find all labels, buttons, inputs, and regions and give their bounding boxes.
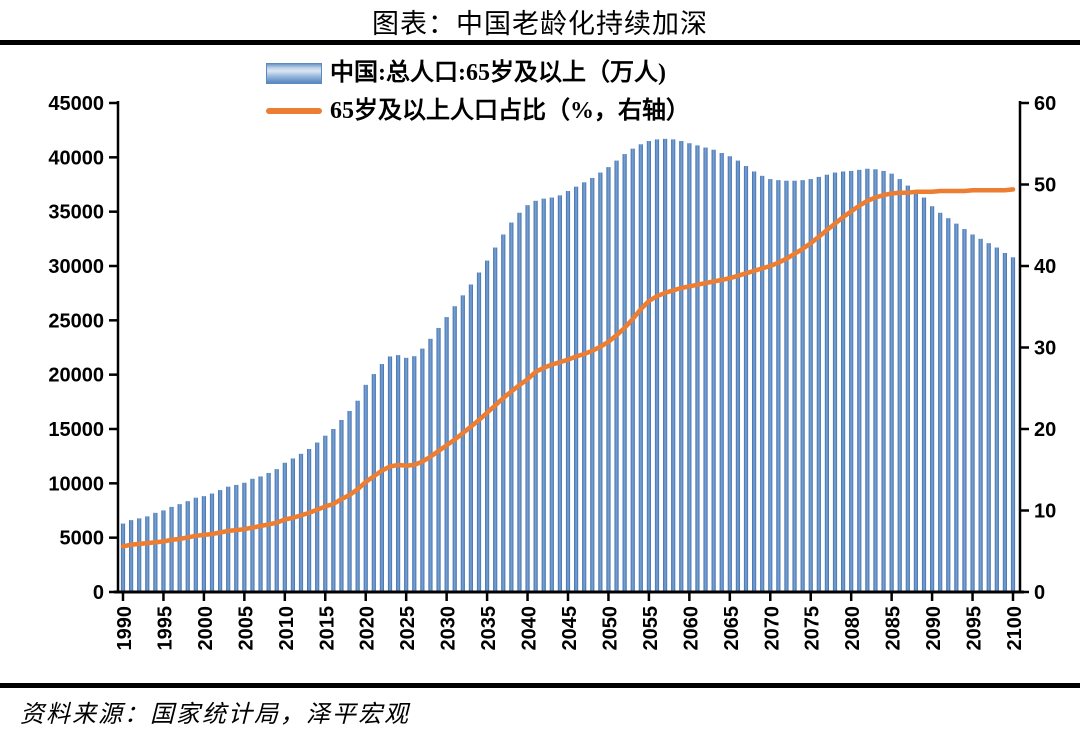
- svg-text:15000: 15000: [48, 419, 104, 441]
- svg-text:2040: 2040: [519, 606, 541, 651]
- svg-text:5000: 5000: [60, 528, 105, 550]
- svg-text:2080: 2080: [842, 606, 864, 651]
- svg-text:1990: 1990: [114, 606, 136, 651]
- svg-text:2090: 2090: [923, 606, 945, 651]
- svg-text:50: 50: [1034, 175, 1056, 197]
- bottom-rule: [0, 683, 1080, 688]
- x-axis-labels: 1990 1995 2000 2005 2010 2015 2020 2025 2030 2035…: [114, 606, 1026, 651]
- svg-text:2045: 2045: [559, 606, 581, 651]
- top-rule: [0, 40, 1080, 45]
- svg-text:2020: 2020: [357, 606, 379, 651]
- svg-text:10: 10: [1034, 501, 1056, 523]
- svg-text:30: 30: [1034, 338, 1056, 360]
- svg-text:60: 60: [1034, 93, 1056, 115]
- svg-text:45000: 45000: [48, 93, 104, 115]
- legend-label-line: 65岁及以上人口占比（%，右轴）: [330, 98, 690, 124]
- svg-text:2000: 2000: [195, 606, 217, 651]
- svg-text:1995: 1995: [154, 606, 176, 651]
- bar-series: [120, 138, 1016, 593]
- axes: [109, 101, 1029, 601]
- line-series: [120, 187, 1016, 549]
- svg-text:25000: 25000: [48, 310, 104, 332]
- svg-text:2025: 2025: [397, 606, 419, 651]
- svg-text:2070: 2070: [761, 606, 783, 651]
- svg-text:2010: 2010: [276, 606, 298, 651]
- right-axis-labels: 0 10 20 30 40 50 60: [1034, 93, 1056, 604]
- svg-text:2035: 2035: [478, 606, 500, 651]
- svg-text:20000: 20000: [48, 365, 104, 387]
- legend: 中国:总人口:65岁及以上（万人) 65岁及以上人口占比（%，右轴）: [266, 54, 690, 130]
- legend-label-bars: 中国:总人口:65岁及以上（万人): [330, 60, 666, 86]
- svg-text:10000: 10000: [48, 473, 104, 495]
- legend-line-swatch-icon: [266, 108, 322, 114]
- svg-text:30000: 30000: [48, 256, 104, 278]
- svg-text:2055: 2055: [640, 606, 662, 651]
- svg-text:40: 40: [1034, 256, 1056, 278]
- source-note: 资料来源：国家统计局，泽平宏观: [20, 702, 410, 728]
- legend-item-line: 65岁及以上人口占比（%，右轴）: [266, 92, 690, 130]
- svg-text:35000: 35000: [48, 202, 104, 224]
- legend-item-bars: 中国:总人口:65岁及以上（万人): [266, 54, 690, 92]
- left-axis-labels: 0 5000 10000 15000 20000 25000 30000 35000 40000…: [48, 93, 104, 604]
- chart-canvas: 0500010000150002000025000300003500040000…: [48, 93, 1056, 651]
- svg-text:2015: 2015: [316, 606, 338, 651]
- legend-bar-swatch-icon: [266, 62, 322, 84]
- chart-title: 图表：中国老龄化持续加深: [372, 9, 708, 39]
- svg-text:2095: 2095: [964, 606, 986, 651]
- svg-text:2030: 2030: [438, 606, 460, 651]
- svg-text:2085: 2085: [883, 606, 905, 651]
- svg-text:2060: 2060: [680, 606, 702, 651]
- svg-text:20: 20: [1034, 419, 1056, 441]
- svg-text:2100: 2100: [1004, 606, 1026, 651]
- svg-text:2050: 2050: [599, 606, 621, 651]
- svg-text:40000: 40000: [48, 147, 104, 169]
- svg-text:2005: 2005: [235, 606, 257, 651]
- svg-text:2075: 2075: [802, 606, 824, 651]
- svg-text:2065: 2065: [721, 606, 743, 651]
- svg-text:0: 0: [1034, 582, 1045, 604]
- svg-text:0: 0: [93, 582, 104, 604]
